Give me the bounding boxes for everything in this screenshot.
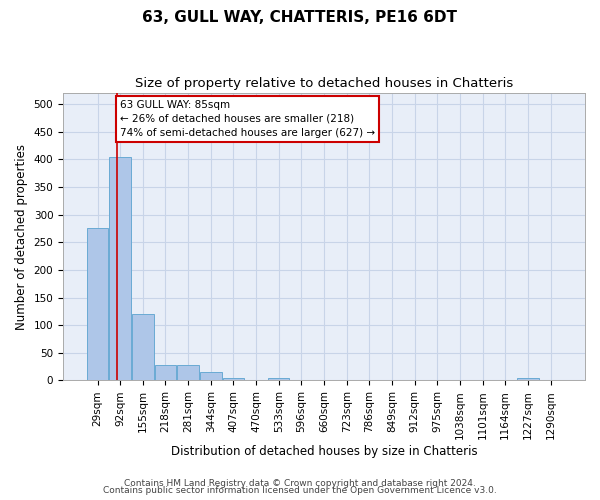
Bar [87,228,108,380]
Bar [132,314,154,380]
Bar [517,378,539,380]
Bar [200,372,221,380]
Title: Size of property relative to detached houses in Chatteris: Size of property relative to detached ho… [135,78,513,90]
Text: 63, GULL WAY, CHATTERIS, PE16 6DT: 63, GULL WAY, CHATTERIS, PE16 6DT [143,10,458,25]
Bar [178,365,199,380]
Bar [109,156,131,380]
Bar [223,378,244,380]
Text: Contains public sector information licensed under the Open Government Licence v3: Contains public sector information licen… [103,486,497,495]
Bar [155,365,176,380]
X-axis label: Distribution of detached houses by size in Chatteris: Distribution of detached houses by size … [171,444,478,458]
Y-axis label: Number of detached properties: Number of detached properties [15,144,28,330]
Text: 63 GULL WAY: 85sqm
← 26% of detached houses are smaller (218)
74% of semi-detach: 63 GULL WAY: 85sqm ← 26% of detached hou… [120,100,375,138]
Text: Contains HM Land Registry data © Crown copyright and database right 2024.: Contains HM Land Registry data © Crown c… [124,478,476,488]
Bar [268,378,289,380]
